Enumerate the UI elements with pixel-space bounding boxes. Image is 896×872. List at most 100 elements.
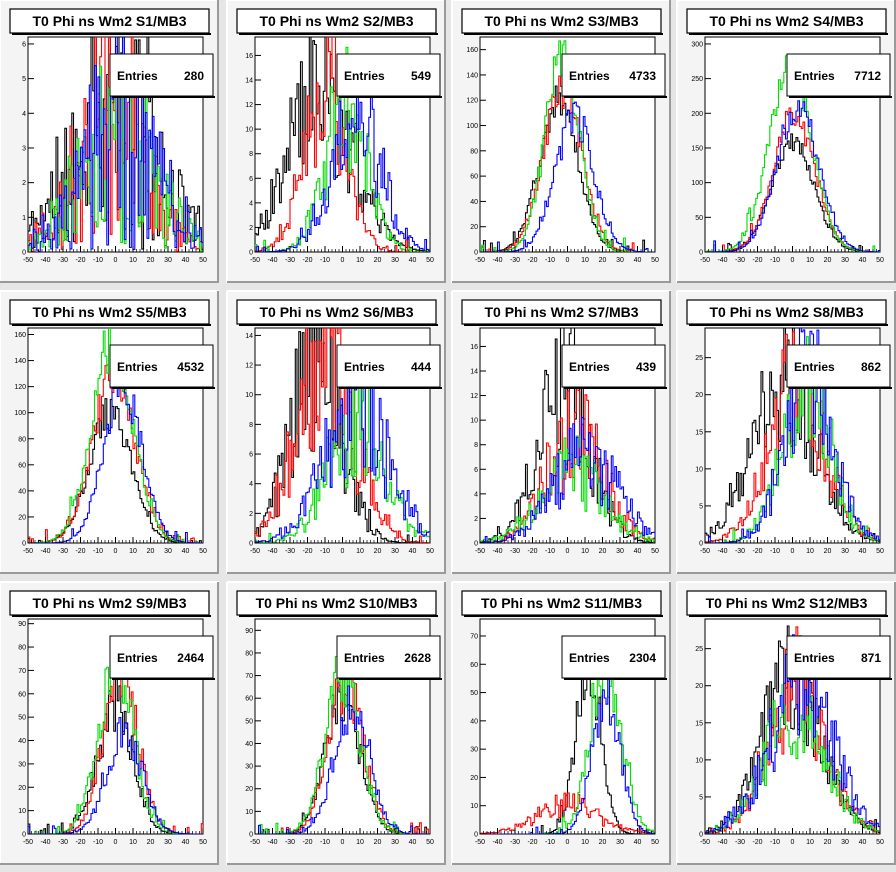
- x-tick-label: -20: [527, 548, 537, 555]
- x-tick-label: 0: [566, 839, 570, 846]
- y-tick-label: 10: [695, 757, 703, 764]
- y-tick-label: 12: [470, 393, 478, 400]
- x-tick-label: 20: [147, 548, 155, 555]
- y-tick-label: 10: [695, 466, 703, 473]
- x-tick-label: 40: [182, 257, 190, 264]
- x-tick-label: -40: [267, 257, 277, 264]
- y-tick-label: 100: [14, 410, 26, 417]
- x-tick-label: -40: [492, 548, 502, 555]
- histogram-series-blue: [255, 355, 430, 543]
- y-tick-label: 0: [249, 250, 253, 257]
- stats-box: [561, 635, 666, 679]
- plot-area: [480, 644, 655, 834]
- x-tick-label: -30: [285, 548, 295, 555]
- stats-box-shadow: [112, 678, 215, 680]
- y-tick-label: 8: [249, 151, 253, 158]
- histogram-series-blue: [28, 368, 203, 543]
- x-tick-label: 20: [824, 839, 832, 846]
- x-tick-label: 30: [391, 548, 399, 555]
- y-tick-label: 6: [249, 176, 253, 183]
- entries-label: Entries: [344, 360, 385, 374]
- y-tick-label: 8: [474, 442, 478, 449]
- entries-value: 2628: [404, 651, 431, 665]
- x-tick-label: -50: [700, 257, 710, 264]
- y-tick-label: 60: [245, 696, 253, 703]
- y-tick-label: 90: [245, 628, 253, 635]
- y-tick-label: 5: [699, 503, 703, 510]
- x-tick-label: 20: [374, 257, 382, 264]
- stats-box-shadow: [789, 387, 892, 389]
- x-tick-label: -50: [475, 257, 485, 264]
- x-tick-label: -30: [510, 548, 520, 555]
- x-tick-label: -40: [267, 839, 277, 846]
- x-tick-label: 50: [876, 548, 884, 555]
- panel-title: T0 Phi ns Wm2 S4/MB3: [709, 13, 863, 29]
- histogram-series-blue: [705, 634, 880, 834]
- x-tick-label: 30: [164, 839, 172, 846]
- panel-title: T0 Phi ns Wm2 S7/MB3: [484, 304, 638, 320]
- x-tick-label: -50: [23, 257, 33, 264]
- entries-value: 862: [861, 360, 881, 374]
- x-tick-label: 40: [634, 548, 642, 555]
- y-tick-label: 16: [470, 344, 478, 351]
- histogram-panel: -50 -40 -30 -20 -10 0 10 20 30 40 50 0 2 4 6 8 10 12 14 T0 …: [226, 290, 446, 574]
- title-box-shadow: [12, 33, 211, 35]
- title-box: [461, 8, 662, 34]
- y-tick-label: 0: [699, 541, 703, 548]
- x-tick-label: 50: [426, 839, 434, 846]
- x-tick-label: -10: [93, 839, 103, 846]
- y-tick-label: 2: [22, 180, 26, 187]
- y-tick-label: 6: [474, 467, 478, 474]
- title-box-shadow: [12, 324, 211, 326]
- x-tick-label: -10: [93, 548, 103, 555]
- stats-box: [109, 635, 214, 679]
- entries-label: Entries: [344, 69, 385, 83]
- y-tick-label: 120: [14, 384, 26, 391]
- histogram-series-black: [480, 665, 655, 834]
- y-tick-label: 4: [22, 111, 26, 118]
- stats-box-shadow: [564, 96, 667, 98]
- histogram-panel: -50 -40 -30 -20 -10 0 10 20 30 40 50 0 20 40 60 80 100 12…: [451, 0, 671, 283]
- entries-value: 4733: [629, 69, 656, 83]
- x-tick-label: 50: [876, 257, 884, 264]
- y-tick-label: 0: [249, 832, 253, 839]
- entries-value: 2464: [177, 651, 204, 665]
- histogram-series-red: [480, 792, 655, 834]
- histogram-series-blue: [480, 101, 655, 252]
- entries-label: Entries: [569, 651, 610, 665]
- x-tick-label: -40: [267, 548, 277, 555]
- title-box: [686, 299, 887, 325]
- entries-value: 280: [184, 69, 204, 83]
- x-tick-label: 20: [824, 548, 832, 555]
- y-tick-label: 40: [470, 718, 478, 725]
- x-tick-label: 40: [859, 257, 867, 264]
- y-tick-label: 80: [245, 650, 253, 657]
- x-tick-label: 10: [581, 257, 589, 264]
- y-tick-label: 50: [470, 690, 478, 697]
- histogram-series-blue: [28, 716, 203, 834]
- x-tick-label: 20: [147, 257, 155, 264]
- y-tick-label: 0: [22, 541, 26, 548]
- x-tick-label: 10: [581, 548, 589, 555]
- x-tick-label: 50: [199, 548, 207, 555]
- y-tick-label: 10: [470, 418, 478, 425]
- x-tick-label: -10: [320, 548, 330, 555]
- y-tick-label: 5: [699, 794, 703, 801]
- y-tick-label: 60: [470, 174, 478, 181]
- x-tick-label: 30: [616, 548, 624, 555]
- x-tick-label: -50: [250, 257, 260, 264]
- histogram-series-green: [480, 435, 655, 543]
- x-tick-label: 40: [859, 839, 867, 846]
- y-tick-label: 20: [245, 786, 253, 793]
- x-tick-label: 40: [182, 839, 190, 846]
- histogram-panel: -50 -40 -30 -20 -10 0 10 20 30 40 50 0 2 4 6 8 10 12 14 16 T…: [226, 0, 446, 283]
- x-tick-label: 40: [634, 839, 642, 846]
- histogram-panel: -50 -40 -30 -20 -10 0 10 20 30 40 50 0 1 2 3 4 5 6 T0 Phi …: [0, 0, 219, 283]
- y-tick-label: 20: [18, 785, 26, 792]
- x-tick-label: -50: [23, 839, 33, 846]
- stats-box: [561, 344, 666, 388]
- x-tick-label: 10: [356, 839, 364, 846]
- title-box-shadow: [689, 615, 888, 617]
- x-tick-label: -20: [302, 548, 312, 555]
- x-tick-label: 30: [164, 548, 172, 555]
